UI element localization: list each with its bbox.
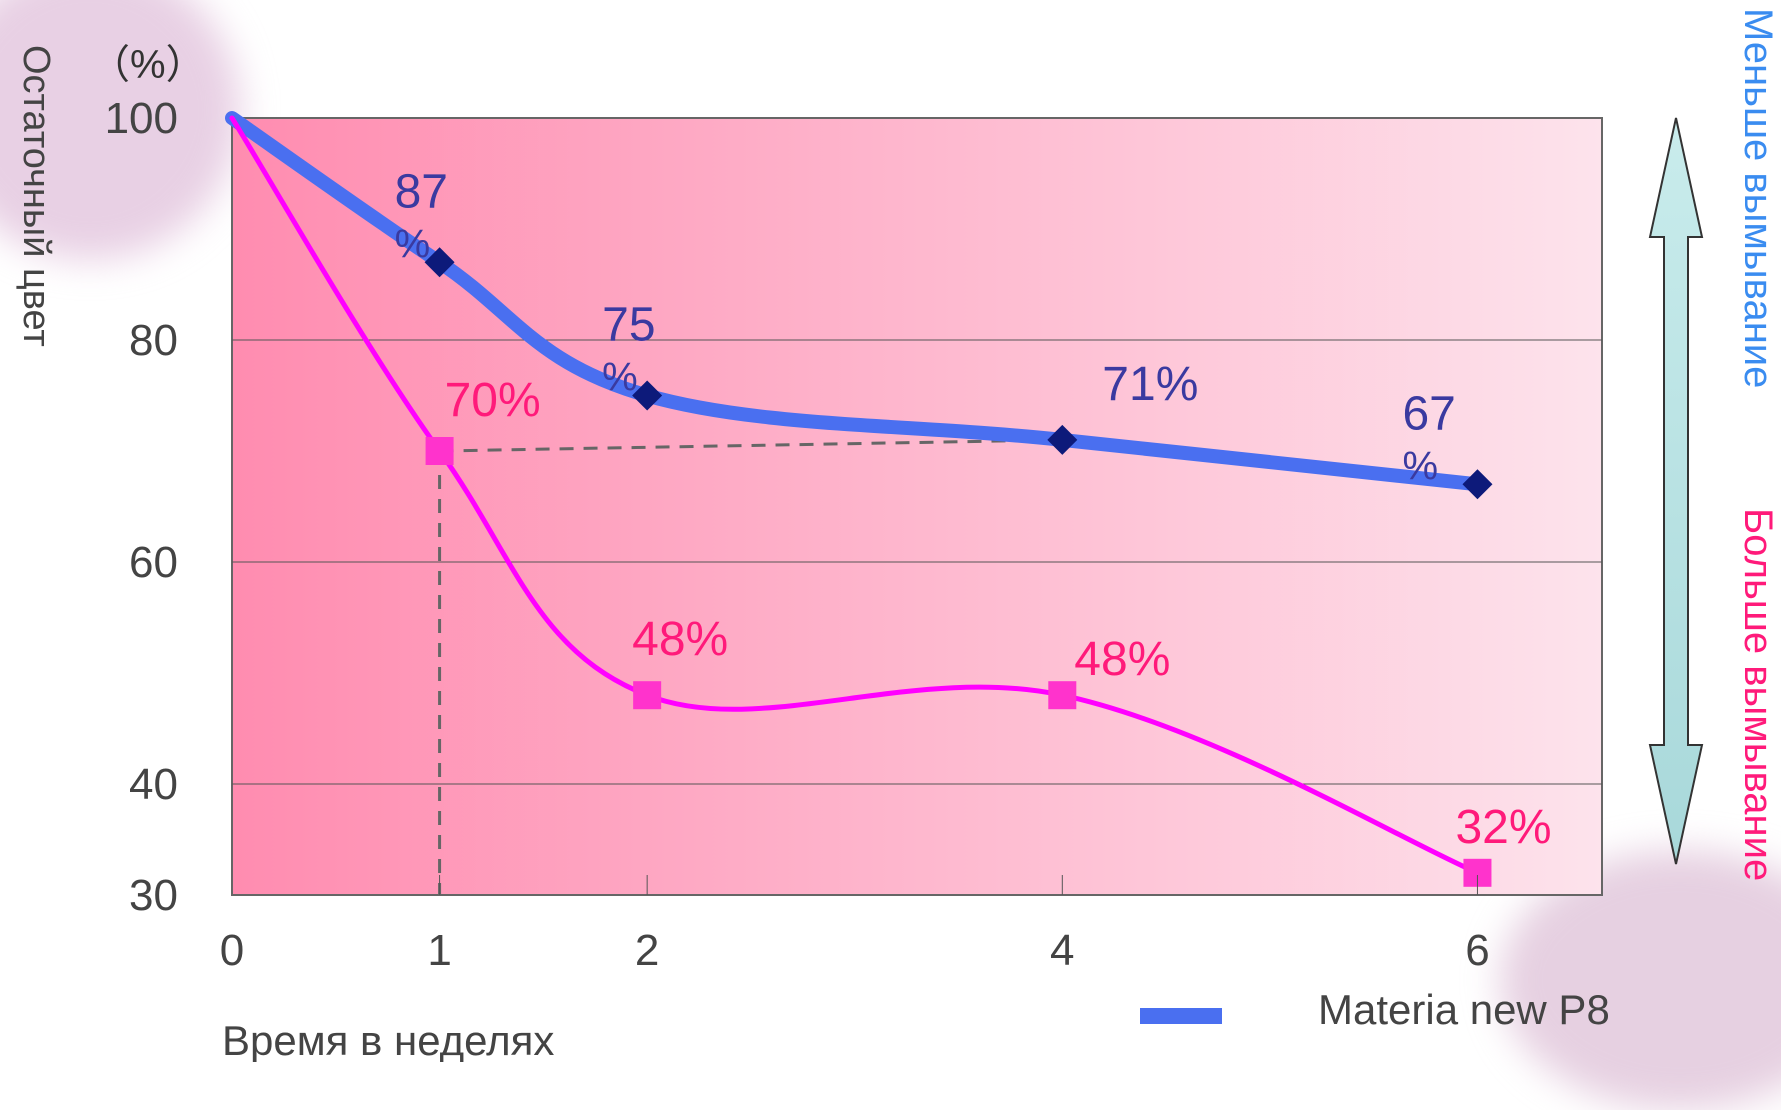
data-point-square <box>633 681 662 710</box>
data-label: 32% <box>1455 801 1551 854</box>
legend: Materia new P8 <box>1140 986 1610 1033</box>
right-label-more-washout: Больше вымывание <box>1736 508 1780 881</box>
data-point-diamond <box>1047 424 1078 455</box>
data-label: 75% <box>602 299 655 400</box>
series-line-0 <box>225 111 1485 492</box>
right-label-less-washout: Меньше вымывание <box>1736 8 1780 388</box>
data-point-diamond <box>424 247 455 278</box>
guide-horizontal <box>439 438 1063 453</box>
data-label: 87% <box>395 165 448 266</box>
data-label: 48% <box>632 613 728 666</box>
data-point-diamond <box>1462 469 1493 500</box>
x-tick-label: 6 <box>1465 926 1489 975</box>
legend-label: Materia new P8 <box>1318 986 1610 1033</box>
data-point-diamond <box>632 380 663 411</box>
data-label: 71% <box>1102 358 1198 411</box>
data-label: 70% <box>445 374 541 427</box>
x-tick-label: 1 <box>427 926 451 975</box>
chart: 100 80 60 40 30 0 1 2 4 6 87 % 75% 71% 67 % 70% 48% 48% 32… <box>15 8 1780 1062</box>
x-tick-label: 4 <box>1050 926 1074 975</box>
plot-area <box>231 117 1603 896</box>
y-tick-label: 100 <box>105 94 178 143</box>
y-tick-label: 60 <box>129 538 178 587</box>
y-unit-label: （%） <box>90 43 206 87</box>
data-point-square <box>425 437 454 465</box>
data-point-square <box>1048 681 1077 710</box>
data-label: 48% <box>1074 633 1170 686</box>
y-tick-label: 30 <box>129 871 178 920</box>
y-tick-label: 80 <box>129 316 178 365</box>
y-tick-label: 40 <box>129 760 178 809</box>
y-axis-title: Остаточный цвет <box>15 45 57 347</box>
double-arrow-icon <box>1648 117 1704 865</box>
series-line-1 <box>229 115 1480 876</box>
x-tick-label: 0 <box>220 926 244 975</box>
x-tick-label: 2 <box>635 926 659 975</box>
legend-swatch <box>1140 1008 1222 1024</box>
x-axis-title: Время в неделях <box>222 1017 554 1062</box>
data-label: 67% <box>1402 387 1455 488</box>
